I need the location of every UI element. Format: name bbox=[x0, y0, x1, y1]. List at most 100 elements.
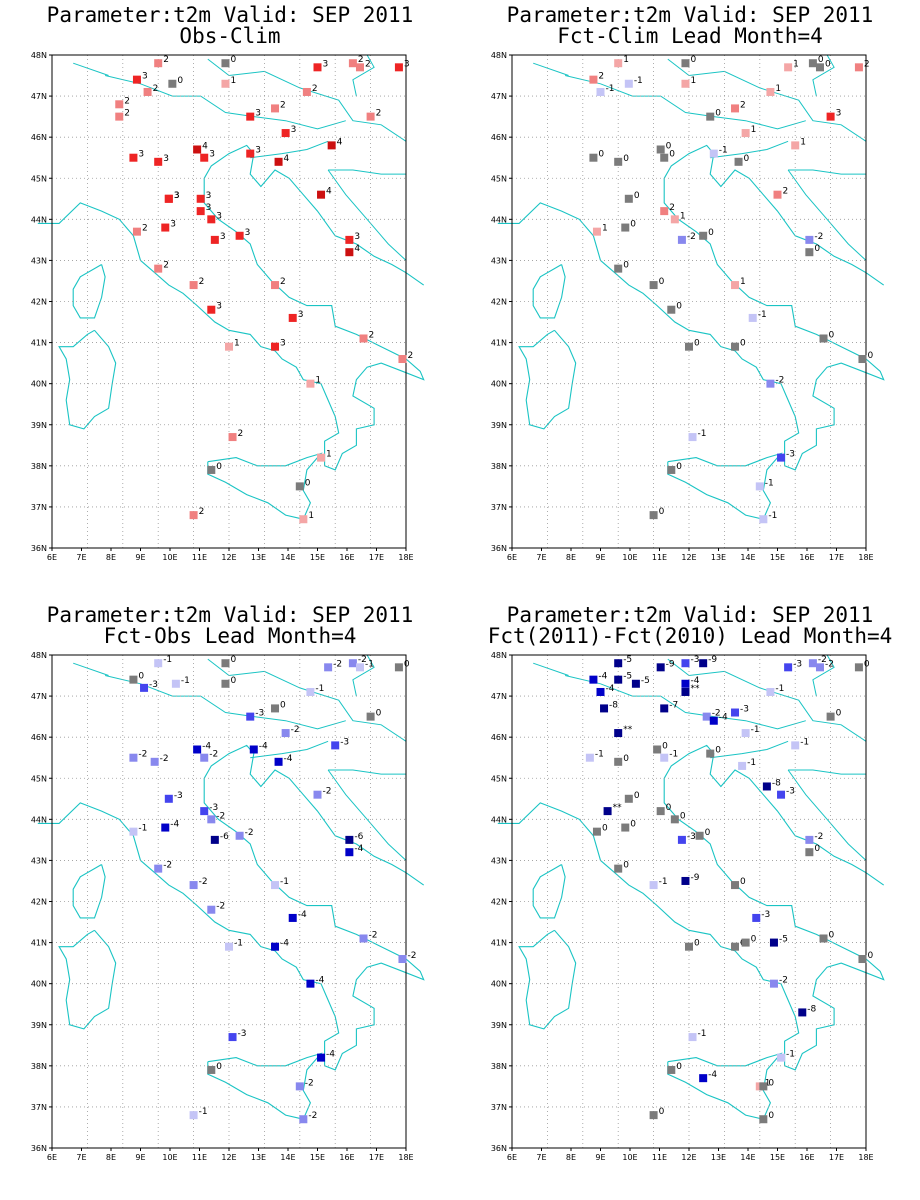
station-value: -1 bbox=[800, 737, 809, 747]
lat-tick-label: 45N bbox=[491, 174, 507, 183]
station-value: 0 bbox=[623, 154, 629, 164]
panel-title-line2: Obs-Clim bbox=[179, 24, 281, 48]
station-marker bbox=[777, 790, 786, 799]
station-value: 0 bbox=[867, 351, 873, 361]
lon-tick-label: 11E bbox=[192, 1153, 207, 1162]
station-marker bbox=[317, 190, 326, 199]
station-marker bbox=[207, 305, 216, 314]
station-marker bbox=[313, 63, 322, 72]
station-value: -2 bbox=[209, 750, 218, 760]
station-marker bbox=[207, 1065, 216, 1074]
station-value: 1 bbox=[230, 76, 236, 86]
station-value: 0 bbox=[676, 1062, 682, 1072]
station-marker bbox=[299, 515, 308, 524]
coastline bbox=[667, 452, 783, 520]
station-value: 2 bbox=[407, 351, 413, 361]
station-marker bbox=[681, 59, 690, 68]
station-marker bbox=[115, 112, 124, 121]
lon-tick-label: 9E bbox=[595, 1153, 605, 1162]
lon-tick-label: 12E bbox=[221, 1153, 236, 1162]
station-value: 1 bbox=[793, 59, 799, 69]
station-value: 1 bbox=[602, 224, 608, 234]
station-marker bbox=[317, 1053, 326, 1062]
station-value: -2 bbox=[160, 754, 169, 764]
station-marker bbox=[766, 87, 775, 96]
station-marker bbox=[681, 679, 690, 688]
lat-tick-label: 42N bbox=[491, 298, 507, 307]
station-marker bbox=[200, 753, 209, 762]
lon-tick-label: 6E bbox=[47, 1153, 57, 1162]
station-marker bbox=[603, 807, 612, 816]
station-marker bbox=[784, 63, 793, 72]
station-value: 0 bbox=[230, 676, 236, 686]
station-value: -1 bbox=[775, 684, 784, 694]
station-value: 0 bbox=[305, 478, 311, 488]
station-value: 0 bbox=[230, 655, 236, 665]
lon-tick-label: 6E bbox=[507, 1153, 517, 1162]
station-marker bbox=[140, 683, 149, 692]
station-marker bbox=[189, 511, 198, 520]
station-marker bbox=[614, 864, 623, 873]
station-marker bbox=[702, 712, 711, 721]
station-value: 4 bbox=[202, 141, 208, 151]
station-marker bbox=[681, 687, 690, 696]
station-marker bbox=[614, 675, 623, 684]
station-value: 0 bbox=[138, 672, 144, 682]
station-value: 0 bbox=[814, 244, 820, 254]
lon-tick-label: 15E bbox=[770, 1153, 785, 1162]
station-marker bbox=[345, 235, 354, 244]
lon-tick-label: 14E bbox=[740, 1153, 755, 1162]
station-marker bbox=[154, 659, 163, 668]
station-marker bbox=[791, 741, 800, 750]
lon-tick-label: 16E bbox=[339, 1153, 354, 1162]
country-border bbox=[787, 169, 867, 261]
lon-tick-label: 18E bbox=[858, 553, 873, 562]
country-border bbox=[713, 716, 806, 730]
station-value: -3 bbox=[786, 450, 795, 460]
lon-tick-label: 6E bbox=[507, 553, 517, 562]
station-marker bbox=[207, 215, 216, 224]
station-value: -9 bbox=[690, 873, 699, 883]
station-marker bbox=[129, 153, 138, 162]
station-marker bbox=[731, 104, 740, 113]
station-marker bbox=[246, 112, 255, 121]
station-marker bbox=[271, 281, 280, 290]
lat-tick-label: 38N bbox=[31, 1062, 47, 1071]
station-value: 0 bbox=[740, 877, 746, 887]
station-marker bbox=[759, 1115, 768, 1124]
station-marker bbox=[200, 153, 209, 162]
station-map: 6E 7E 8E 9E 10E 11E 12E 13E 14E 15E 16E 17E 18E 36N 37… bbox=[31, 651, 425, 1162]
station-value: 2 bbox=[365, 59, 371, 69]
station-marker bbox=[348, 59, 357, 68]
lat-tick-label: 47N bbox=[491, 692, 507, 701]
station-marker bbox=[766, 687, 775, 696]
station-marker bbox=[306, 687, 315, 696]
station-value: 0 bbox=[676, 302, 682, 312]
station-value: 2 bbox=[163, 55, 169, 65]
station-marker bbox=[154, 157, 163, 166]
station-value: -3 bbox=[690, 655, 699, 665]
station-value: -3 bbox=[174, 791, 183, 801]
station-marker bbox=[826, 112, 835, 121]
station-value: -2 bbox=[358, 655, 367, 665]
station-value: -1 bbox=[234, 939, 243, 949]
lon-tick-label: 17E bbox=[369, 553, 384, 562]
station-value: 0 bbox=[751, 935, 757, 945]
station-marker bbox=[699, 1074, 708, 1083]
map-panel-fct-clim: Parameter:t2m Valid: SEP 2011 Fct-Clim L… bbox=[460, 0, 920, 580]
lon-tick-label: 18E bbox=[858, 1153, 873, 1162]
station-marker bbox=[649, 511, 658, 520]
lon-tick-label: 18E bbox=[398, 1153, 413, 1162]
lat-tick-label: 36N bbox=[31, 544, 47, 553]
lat-tick-label: 37N bbox=[31, 503, 47, 512]
station-map: 6E 7E 8E 9E 10E 11E 12E 13E 14E 15E 16E 17E 18E 36N 37… bbox=[31, 51, 425, 562]
station-marker bbox=[759, 1082, 768, 1091]
coastline bbox=[497, 144, 885, 471]
station-marker bbox=[731, 881, 740, 890]
lat-tick-label: 43N bbox=[31, 256, 47, 265]
station-value: 1 bbox=[308, 511, 314, 521]
station-marker bbox=[288, 913, 297, 922]
station-value: -4 bbox=[598, 672, 607, 682]
station-marker bbox=[621, 823, 630, 832]
lat-tick-label: 36N bbox=[491, 1144, 507, 1153]
